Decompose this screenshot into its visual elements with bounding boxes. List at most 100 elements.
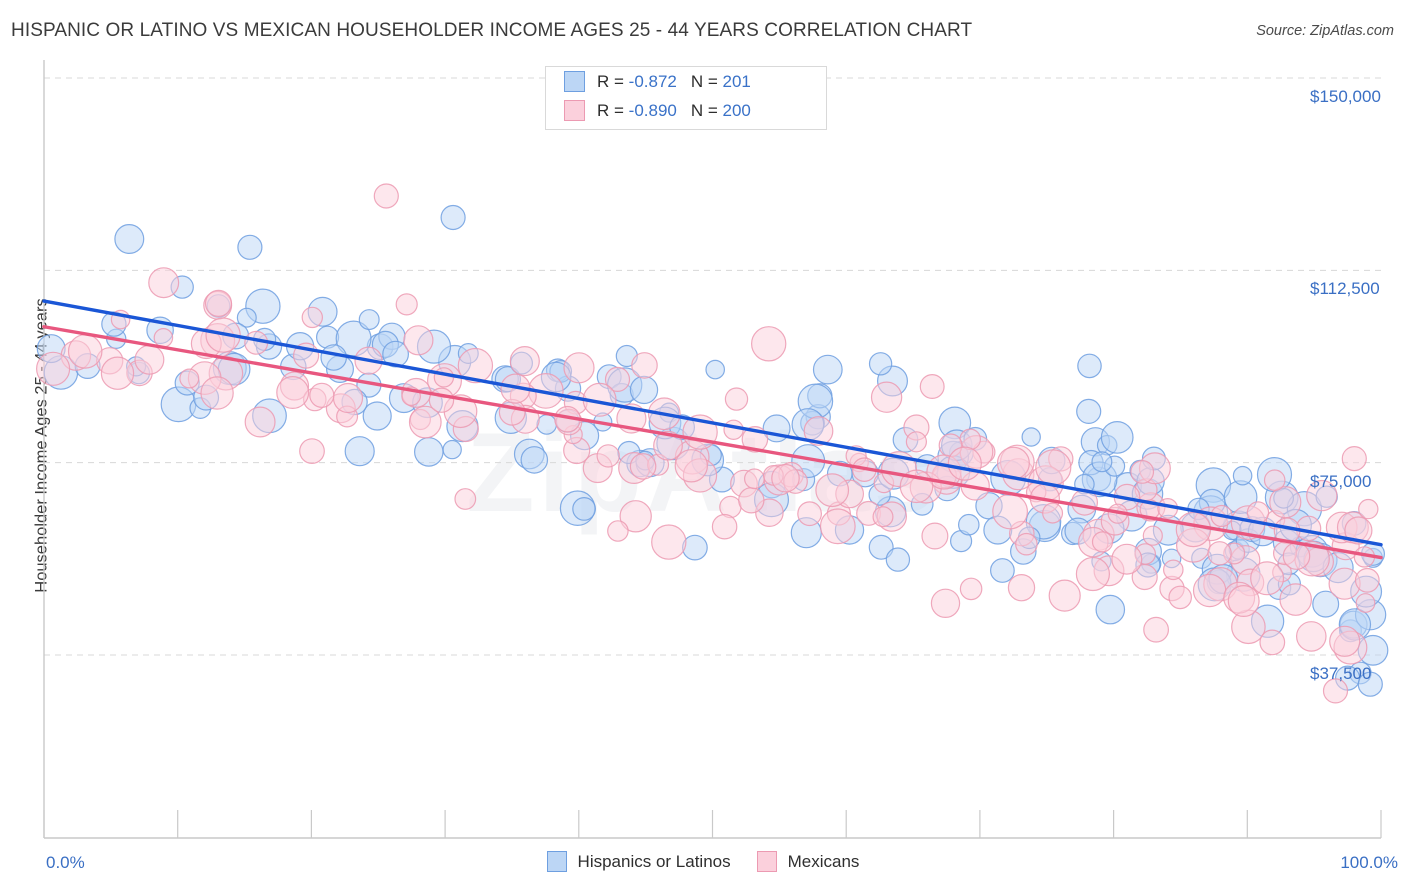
scatter-point [1355,593,1376,613]
scatter-point [1100,421,1134,454]
scatter-point [320,344,347,371]
scatter-point [395,293,418,316]
scatter-point [454,488,477,510]
scatter-point [442,439,462,460]
n-label-hispanic: N = [690,71,723,91]
scatter-point [408,405,442,439]
page-title: HISPANIC OR LATINO VS MEXICAN HOUSEHOLDE… [11,20,973,41]
correlation-stats-box: R = -0.872 N = 201 R = -0.890 N = 200 [545,66,827,130]
scatter-point [885,547,911,572]
scatter-point [868,534,894,560]
scatter-point [373,183,399,209]
scatter-point [651,524,687,560]
scatter-point [1250,561,1285,596]
n-value-hispanic: 201 [722,71,751,91]
stats-row-mexican: R = -0.890 N = 200 [546,96,826,125]
trend-line-mexicans [42,325,1383,560]
scatter-point [1296,621,1327,652]
scatter-point [682,534,708,561]
x-axis-max-label: 100.0% [1340,853,1398,872]
scatter-point [301,306,323,329]
stats-swatch-mexican [564,100,585,121]
scatter-point [1142,525,1163,546]
scatter-point [362,401,392,431]
scatter-point [1341,446,1367,472]
scatter-point [1075,556,1111,592]
legend-swatch-mexicans [756,851,777,872]
scatter-point [1358,498,1379,520]
legend-item-hispanics[interactable]: Hispanics or Latinos [546,851,731,872]
scatter-point [797,501,822,527]
legend-swatch-hispanics [546,851,567,872]
scatter-point [134,344,165,375]
scatter-point [237,234,263,260]
scatter-point [1344,516,1373,545]
scatter-point [403,325,434,356]
scatter-point [1227,584,1260,617]
scatter-point [536,414,557,435]
scatter-point [1095,594,1126,625]
y-axis-tick-label: $150,000 [1310,87,1381,106]
r-value-mexican: -0.890 [628,100,677,120]
scatter-point [200,376,234,410]
scatter-point [1091,451,1113,473]
scatter-point [959,577,983,601]
scatter-point [1306,479,1338,512]
scatter-point [1207,541,1232,566]
scatter-point [428,387,455,413]
stats-text-hispanic: R = -0.872 N = 201 [597,72,751,92]
scatter-point [1143,616,1169,643]
scatter-point [1091,531,1114,553]
scatter-point [1329,625,1361,657]
scatter-point [1021,427,1041,447]
scatter-point [870,381,903,413]
scatter-point [433,367,455,388]
scatter-point [905,431,928,453]
stats-row-hispanic: R = -0.872 N = 201 [546,67,826,96]
scatter-point [520,446,549,474]
scatter-point [596,444,620,468]
scatter-point [992,493,1028,530]
scatter-point [1007,574,1036,602]
r-value-hispanic: -0.872 [628,71,677,91]
scatter-point [815,473,850,508]
scatter-point [1035,449,1072,486]
scatter-point [653,430,683,461]
scatter-point [1168,585,1192,610]
scatter-point [244,406,276,438]
scatter-point [1279,583,1312,616]
scatter-point [868,352,893,376]
scatter-point [1269,486,1302,519]
scatter-point [236,307,257,328]
scatter-point [1312,590,1340,618]
scatter-point [114,224,145,255]
scatter-point [819,508,856,545]
scatter-point [604,366,631,392]
scatter-point [1232,465,1253,486]
scatter-point [803,416,834,446]
source-attribution: Source: ZipAtlas.com [1256,23,1394,39]
scatter-point [607,520,629,542]
stats-text-mexican: R = -0.890 N = 200 [597,101,751,121]
scatter-point [1192,573,1227,608]
scatter-point [930,588,961,619]
scatter-point [957,513,980,536]
scatter-point [705,359,725,380]
stats-swatch-hispanic [564,71,585,92]
scatter-point [35,351,71,386]
scatter-point [332,382,364,414]
scatter-point [276,376,310,410]
scatter-point [457,347,494,384]
scatter-point [812,354,843,385]
scatter-points [35,183,1389,704]
scatter-point [629,453,657,480]
scatter-point [959,428,981,451]
scatter-point [1263,469,1286,491]
scatter-point [413,437,444,467]
scatter-point [572,497,596,521]
scatter-point [771,463,800,493]
scatter-point [153,327,174,348]
legend-item-mexicans[interactable]: Mexicans [756,851,859,872]
